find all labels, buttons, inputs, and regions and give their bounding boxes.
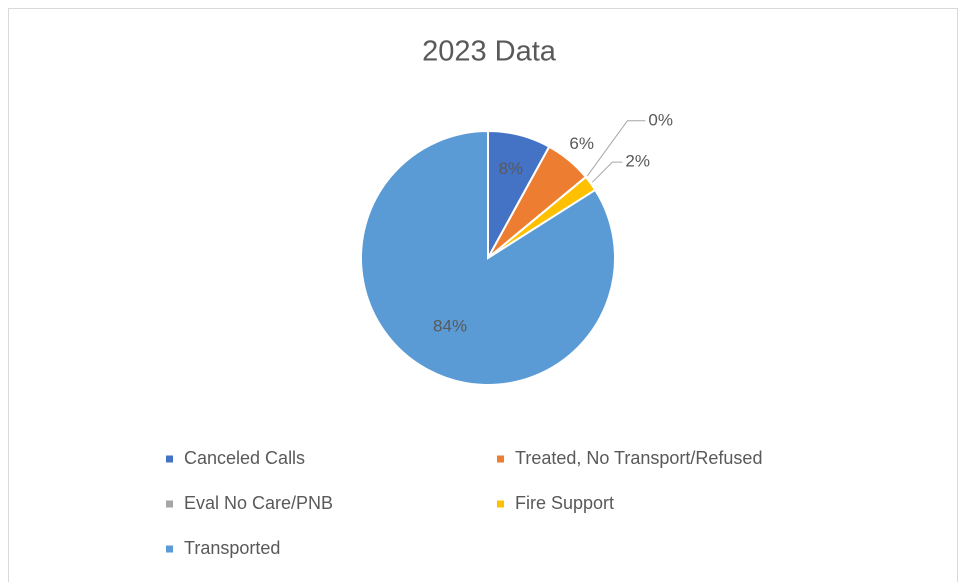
- legend-swatch: [166, 545, 173, 553]
- data-label: 2%: [625, 152, 650, 171]
- leader-line: [592, 161, 623, 183]
- legend-label: Fire Support: [515, 493, 614, 513]
- data-label: 8%: [498, 159, 523, 178]
- legend-label: Transported: [184, 538, 280, 558]
- legend-swatch: [166, 500, 173, 508]
- chart-title: 2023 Data: [422, 36, 557, 68]
- pie-slice: [360, 129, 616, 386]
- legend-swatch: [497, 455, 504, 463]
- data-label: 84%: [433, 316, 467, 335]
- data-label: 0%: [648, 110, 673, 129]
- legend-swatch: [166, 455, 173, 463]
- legend-label: Treated, No Transport/Refused: [515, 448, 762, 468]
- legend-label: Canceled Calls: [184, 448, 305, 468]
- data-label: 6%: [569, 134, 594, 153]
- legend-label: Eval No Care/PNB: [184, 493, 333, 513]
- legend-swatch: [497, 500, 504, 508]
- leader-line: [586, 120, 646, 177]
